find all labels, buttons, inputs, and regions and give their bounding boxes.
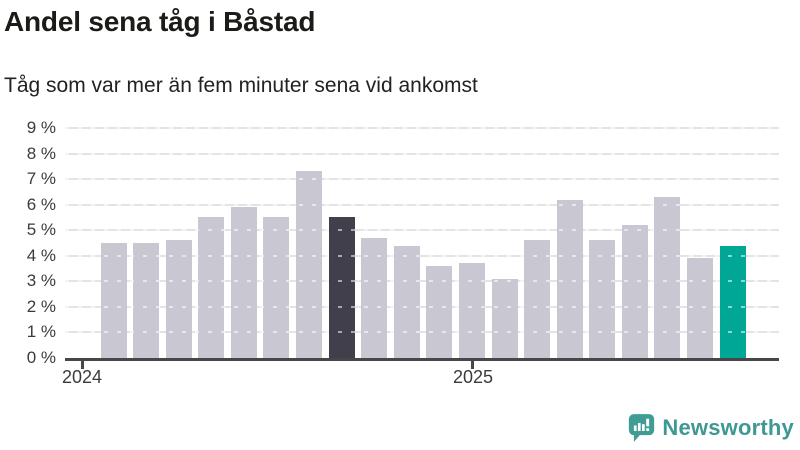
- bar: [654, 197, 681, 358]
- y-axis-label: 1 %: [26, 322, 56, 342]
- gridline-dash-overlay: [65, 331, 779, 334]
- bar-chart: 0 % 1 % 2 % 3 % 4 % 5 % 6 % 7 % 8 % 9 % 2024 2025: [26, 118, 779, 387]
- bar: [263, 217, 290, 358]
- newsworthy-logo: Newsworthy: [628, 411, 794, 445]
- bar: [198, 217, 225, 358]
- y-axis-label: 7 %: [26, 169, 56, 189]
- gridline-dash-overlay: [65, 254, 779, 257]
- newsworthy-icon: [629, 414, 655, 442]
- newsworthy-wordmark: Newsworthy: [662, 415, 794, 440]
- y-axis-label: 2 %: [26, 296, 56, 316]
- bar: [458, 263, 485, 358]
- gridline-dash-overlay: [65, 305, 779, 308]
- y-axis-label: 8 %: [26, 143, 56, 163]
- bar: [556, 199, 583, 358]
- x-axis-tick: [80, 361, 84, 369]
- x-axis-tick: [471, 361, 475, 369]
- bar: [524, 240, 551, 358]
- y-axis-label: 6 %: [26, 194, 56, 214]
- x-axis-label: 2025: [452, 367, 493, 387]
- gridline-dash-overlay: [65, 127, 779, 129]
- gridline-dash-overlay: [65, 178, 779, 181]
- y-axis-label: 0 %: [26, 348, 56, 367]
- bar: [621, 225, 648, 358]
- bar: [719, 245, 746, 358]
- chart-title: Andel sena tåg i Båstad: [4, 6, 316, 37]
- bar: [687, 258, 714, 358]
- chart-subtitle: Tåg som var mer än fem minuter sena vid …: [4, 74, 478, 97]
- gridline-dash-overlay: [65, 229, 779, 232]
- x-axis-line: [65, 358, 779, 361]
- bar: [491, 278, 518, 358]
- y-axis-label: 4 %: [26, 245, 56, 265]
- bar: [589, 240, 616, 358]
- bar: [393, 245, 420, 358]
- bar: [133, 243, 160, 358]
- bar: [361, 237, 388, 358]
- y-axis-label: 5 %: [26, 220, 56, 240]
- bar: [100, 243, 127, 358]
- x-axis-label: 2024: [61, 367, 103, 387]
- y-axis-label: 9 %: [26, 118, 56, 137]
- gridline-dash-overlay: [65, 280, 779, 283]
- bar: [165, 240, 192, 358]
- gridline-dash-overlay: [65, 152, 779, 155]
- gridline-dash-overlay: [65, 203, 779, 206]
- y-axis-label: 3 %: [26, 271, 56, 291]
- bar: [296, 171, 323, 358]
- bar: [328, 217, 355, 358]
